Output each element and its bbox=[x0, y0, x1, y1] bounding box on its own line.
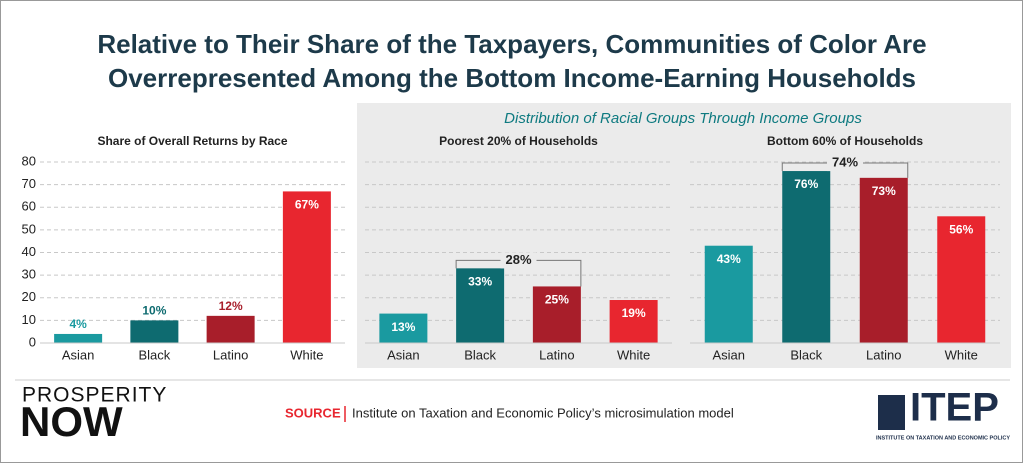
y-tick-label: 20 bbox=[22, 289, 36, 304]
y-tick-label: 0 bbox=[29, 334, 36, 349]
bar bbox=[282, 191, 331, 343]
annotation: 74% bbox=[832, 154, 858, 169]
y-tick-label: 60 bbox=[22, 199, 36, 214]
bar bbox=[206, 315, 255, 343]
bar bbox=[704, 245, 753, 343]
value-label: 73% bbox=[872, 184, 896, 198]
logo-icon bbox=[878, 395, 905, 430]
annotation: 28% bbox=[505, 252, 531, 267]
logo-text: ITEP bbox=[910, 386, 999, 430]
value-label: 13% bbox=[391, 320, 415, 334]
annotation-bg bbox=[827, 155, 863, 172]
bar bbox=[859, 177, 908, 343]
value-label: 33% bbox=[468, 275, 492, 289]
value-label: 67% bbox=[295, 198, 319, 212]
x-tick-label: Asian bbox=[712, 347, 745, 362]
bar bbox=[532, 286, 581, 343]
source-text: Institute on Taxation and Economic Polic… bbox=[352, 405, 734, 420]
value-label: 56% bbox=[949, 222, 973, 236]
chart-title: Share of Overall Returns by Race bbox=[97, 134, 287, 148]
x-tick-label: Latino bbox=[539, 347, 574, 362]
title-line: Relative to Their Share of the Taxpayers… bbox=[97, 29, 926, 59]
y-tick-label: 80 bbox=[22, 153, 36, 168]
y-tick-label: 40 bbox=[22, 244, 36, 259]
value-label: 4% bbox=[69, 317, 87, 331]
logo-tagline: INSTITUTE ON TAXATION AND ECONOMIC POLIC… bbox=[876, 435, 1010, 441]
x-tick-label: Black bbox=[790, 347, 822, 362]
x-tick-label: White bbox=[290, 347, 323, 362]
panel-title: Distribution of Racial Groups Through In… bbox=[504, 110, 862, 127]
value-label: 25% bbox=[545, 293, 569, 307]
x-tick-label: White bbox=[617, 347, 650, 362]
x-tick-label: White bbox=[945, 347, 978, 362]
value-label: 76% bbox=[794, 177, 818, 191]
y-tick-label: 10 bbox=[22, 312, 36, 327]
y-tick-label: 70 bbox=[22, 176, 36, 191]
bar bbox=[130, 320, 179, 343]
x-tick-label: Black bbox=[464, 347, 496, 362]
value-label: 19% bbox=[622, 306, 646, 320]
x-tick-label: Latino bbox=[213, 347, 248, 362]
value-label: 12% bbox=[219, 299, 243, 313]
annotation-bg bbox=[500, 252, 537, 269]
bar bbox=[54, 333, 103, 343]
chart-title: Poorest 20% of Households bbox=[439, 134, 598, 148]
value-label: 10% bbox=[142, 304, 166, 318]
logo-text: NOW bbox=[20, 398, 123, 445]
chart-title: Bottom 60% of Households bbox=[767, 134, 923, 148]
bar bbox=[456, 268, 505, 343]
title-line: Overrepresented Among the Bottom Income-… bbox=[108, 63, 916, 93]
y-tick-label: 30 bbox=[22, 267, 36, 282]
value-label: 43% bbox=[717, 252, 741, 266]
bar bbox=[379, 313, 428, 343]
bar bbox=[609, 300, 658, 343]
x-tick-label: Asian bbox=[387, 347, 420, 362]
bar bbox=[937, 216, 986, 343]
source-label: SOURCE bbox=[285, 405, 341, 420]
x-tick-label: Black bbox=[138, 347, 170, 362]
x-tick-label: Latino bbox=[866, 347, 901, 362]
x-tick-label: Asian bbox=[62, 347, 95, 362]
y-tick-label: 50 bbox=[22, 221, 36, 236]
logo-text: PROSPERITY bbox=[22, 384, 167, 407]
bar bbox=[782, 171, 831, 343]
